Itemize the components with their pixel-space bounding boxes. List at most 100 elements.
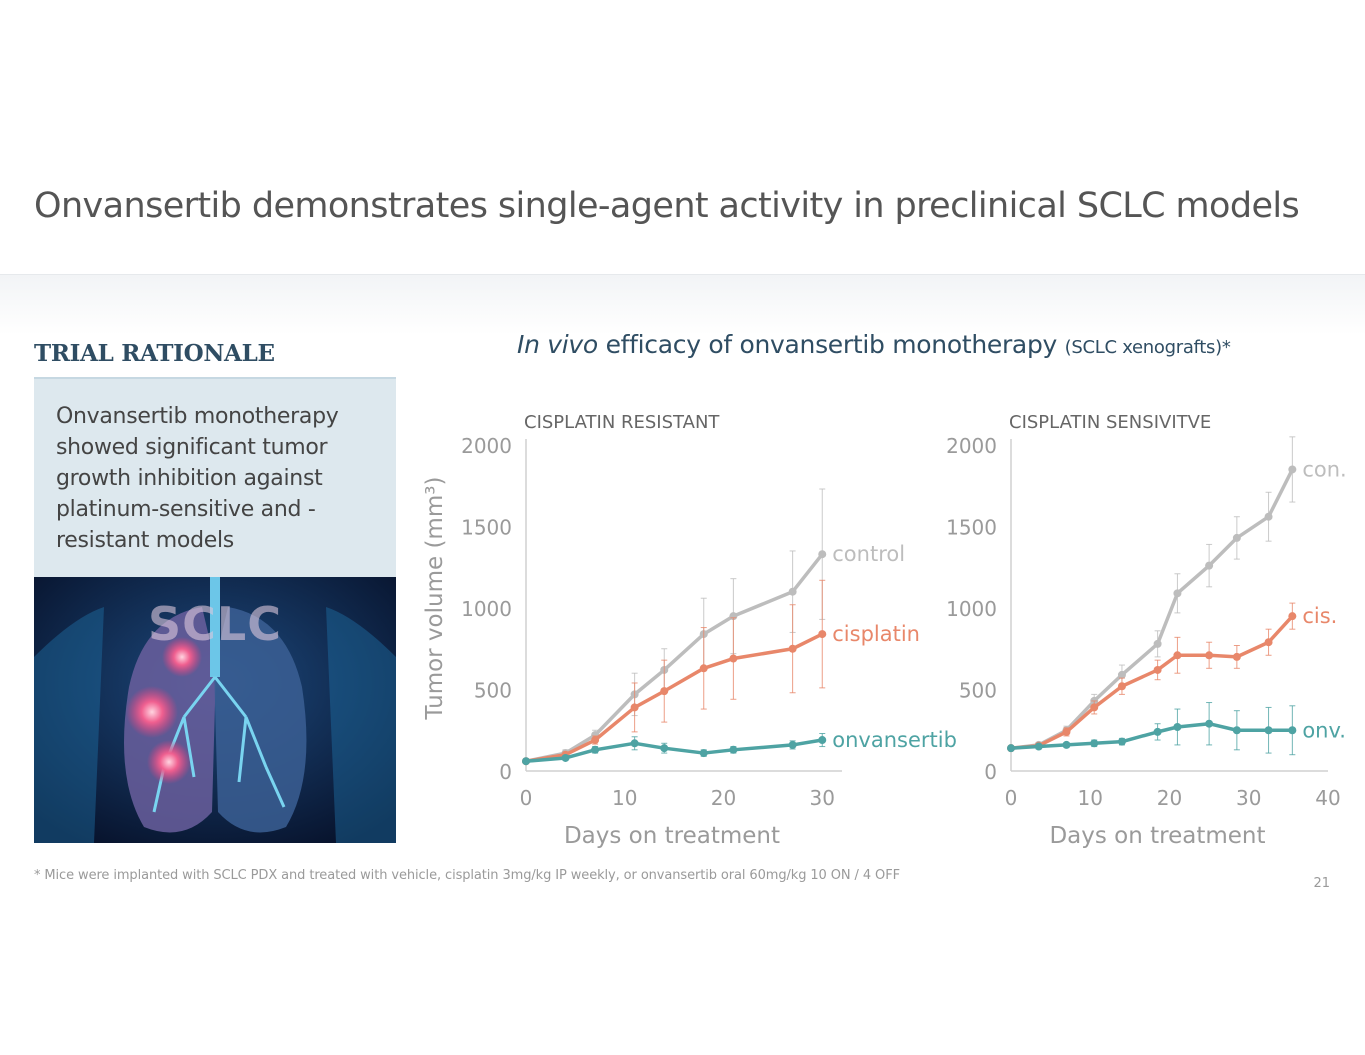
data-point — [1264, 638, 1273, 647]
x-tick-label: 20 — [1157, 786, 1182, 810]
lung-illustration: SCLC — [34, 577, 396, 843]
series-onvansertib: onv. — [1007, 702, 1346, 756]
rationale-text: Onvansertib monotherapy showed significa… — [56, 404, 339, 553]
series-cisplatin: cisplatin — [522, 579, 920, 766]
data-point — [630, 703, 639, 712]
data-point — [699, 664, 708, 673]
data-point — [1062, 740, 1071, 749]
data-point — [1117, 737, 1126, 746]
data-point — [729, 654, 738, 663]
data-point — [1007, 744, 1015, 753]
chart-section-heading: In vivo efficacy of onvansertib monother… — [517, 330, 1231, 359]
data-point — [1205, 719, 1214, 728]
data-point — [1264, 726, 1273, 735]
y-tick-label: 2000 — [461, 434, 512, 458]
data-point — [660, 744, 669, 753]
header-divider-band — [0, 274, 1365, 335]
data-point — [1173, 589, 1182, 598]
data-point — [1264, 512, 1273, 521]
y-axis-label: Tumor volume (mm³) — [422, 477, 448, 721]
y-tick-label: 500 — [959, 679, 997, 703]
series-line-cisplatin — [1010, 614, 1294, 750]
x-tick-label: 10 — [612, 786, 637, 810]
data-point — [1205, 561, 1214, 570]
data-point — [788, 587, 797, 596]
heading-italic: In vivo — [517, 330, 598, 359]
footnote: * Mice were implanted with SCLC PDX and … — [34, 868, 900, 883]
data-point — [818, 550, 827, 559]
chart-panel-1: CISPLATIN RESISTANT 0 500 1000 1500 2000 0 10 20… — [422, 412, 957, 849]
data-point — [561, 753, 570, 762]
data-point — [818, 630, 827, 639]
data-point — [1153, 665, 1162, 674]
series-label-control: control — [832, 542, 905, 566]
data-point — [1232, 726, 1241, 735]
data-point — [591, 736, 600, 745]
series-label-onvansertib: onvansertib — [832, 728, 957, 752]
data-point — [522, 757, 530, 766]
x-tick-label: 0 — [520, 786, 533, 810]
page-number: 21 — [1313, 876, 1330, 891]
heading-small: (SCLC xenografts)* — [1064, 337, 1231, 358]
lungs-image — [34, 577, 396, 843]
data-point — [630, 739, 639, 748]
x-tick-label: 40 — [1315, 786, 1340, 810]
data-point — [660, 687, 669, 696]
data-point — [699, 749, 708, 758]
chart-panel-2: CISPLATIN SENSIVITVE 0 500 1000 1500 2000 0 10 2… — [946, 412, 1347, 849]
series-label-control: con. — [1302, 457, 1346, 481]
series-onvansertib: onvansertib — [522, 728, 957, 766]
data-point — [1232, 652, 1241, 661]
x-tick-label: 30 — [810, 786, 835, 810]
data-point — [788, 740, 797, 749]
x-axis-label: Days on treatment — [1049, 823, 1265, 849]
series-line-control — [525, 553, 824, 763]
y-tick-label: 1000 — [946, 597, 997, 621]
y-tick-label: 0 — [984, 760, 997, 784]
x-tick-label: 30 — [1236, 786, 1261, 810]
data-point — [591, 745, 600, 754]
series-control: con. — [1007, 436, 1347, 753]
data-point — [1090, 703, 1099, 712]
x-tick-label: 10 — [1078, 786, 1103, 810]
series-label-cisplatin: cis. — [1302, 604, 1337, 628]
data-point — [1153, 727, 1162, 736]
data-point — [1062, 727, 1071, 736]
data-point — [788, 644, 797, 653]
data-point — [1153, 639, 1162, 648]
y-tick-label: 1500 — [461, 516, 512, 540]
data-point — [818, 736, 827, 745]
y-tick-label: 0 — [499, 760, 512, 784]
data-point — [1173, 722, 1182, 731]
series-control: control — [522, 488, 905, 766]
data-point — [1117, 682, 1126, 691]
y-tick-label: 1000 — [461, 597, 512, 621]
data-point — [1117, 670, 1126, 679]
x-axis-label: Days on treatment — [564, 823, 780, 849]
series-line-cisplatin — [525, 632, 824, 763]
series-line-control — [1010, 468, 1294, 750]
data-point — [1288, 726, 1297, 735]
data-point — [729, 745, 738, 754]
sclc-image-label: SCLC — [148, 597, 282, 651]
heading-main: efficacy of onvansertib monotherapy — [605, 330, 1058, 359]
data-point — [1205, 651, 1214, 660]
x-tick-label: 20 — [711, 786, 736, 810]
panel-title: CISPLATIN SENSIVITVE — [1009, 412, 1211, 433]
data-point — [1288, 612, 1297, 621]
data-point — [1288, 465, 1297, 474]
data-point — [1173, 651, 1182, 660]
data-point — [1034, 742, 1043, 751]
series-label-cisplatin: cisplatin — [832, 622, 920, 646]
x-tick-label: 0 — [1005, 786, 1018, 810]
panel-title: CISPLATIN RESISTANT — [524, 412, 720, 433]
data-point — [1090, 739, 1099, 748]
slide-title: Onvansertib demonstrates single-agent ac… — [34, 186, 1300, 226]
trial-rationale-heading: TRIAL RATIONALE — [34, 340, 275, 367]
y-tick-label: 2000 — [946, 434, 997, 458]
data-point — [1232, 533, 1241, 542]
y-tick-label: 500 — [474, 679, 512, 703]
rationale-box: Onvansertib monotherapy showed significa… — [34, 377, 396, 577]
y-tick-label: 1500 — [946, 516, 997, 540]
